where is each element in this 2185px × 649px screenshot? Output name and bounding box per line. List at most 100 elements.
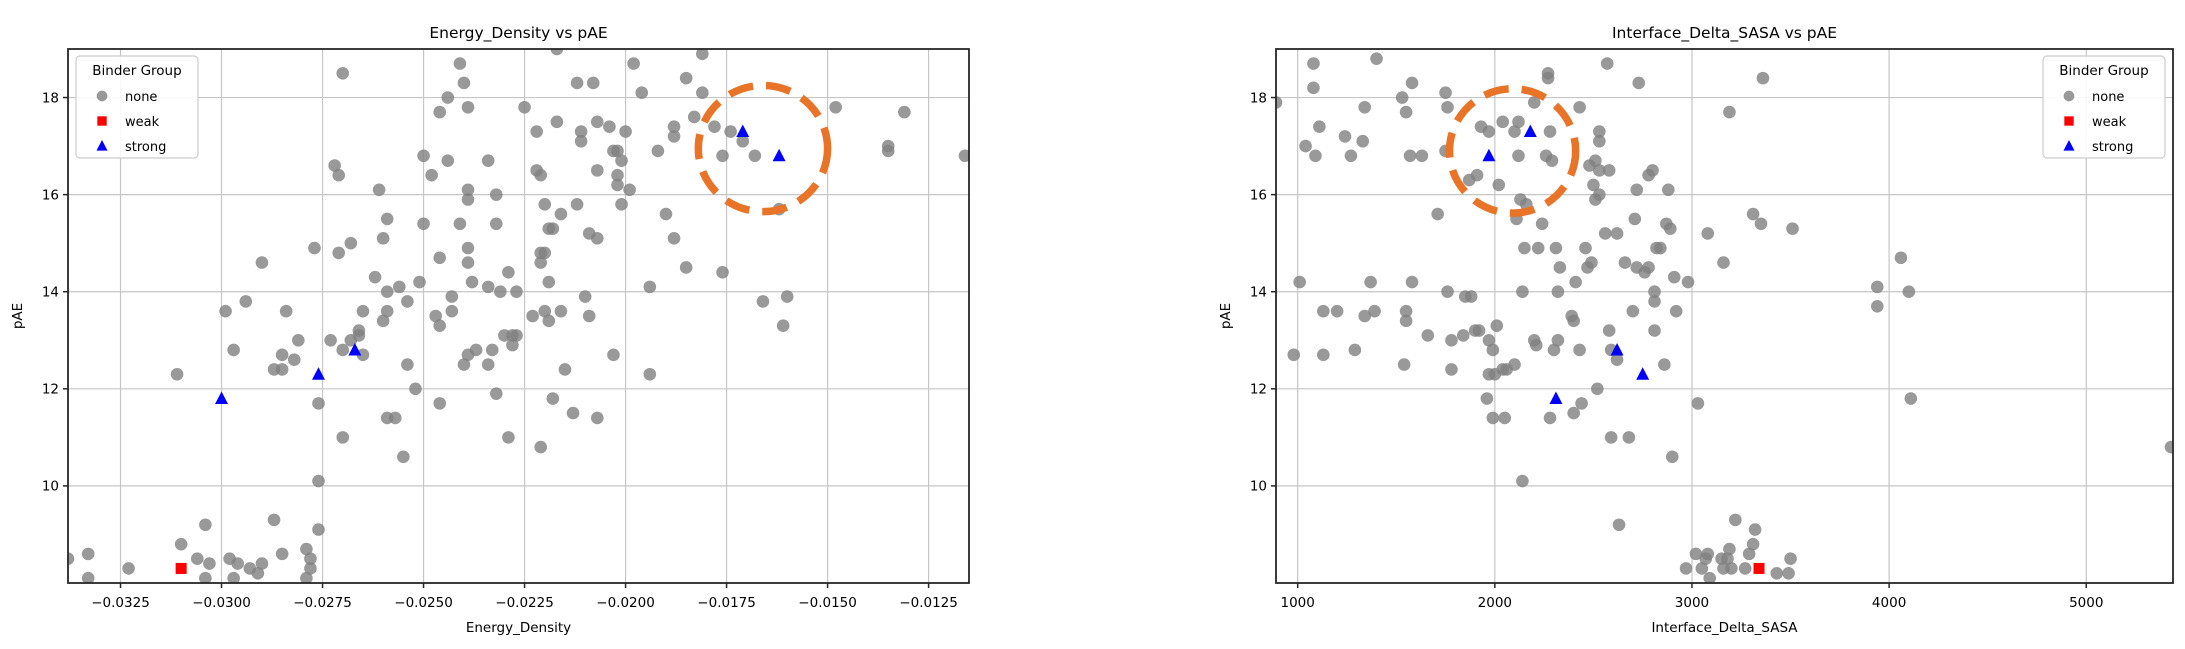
data-point-none	[659, 207, 673, 221]
scatter-points	[1276, 52, 2173, 583]
data-point-none	[1441, 285, 1454, 299]
data-point-none	[1632, 76, 1646, 90]
axes-frame	[1275, 48, 2174, 584]
data-point-none	[1579, 241, 1592, 255]
data-point-none	[388, 411, 402, 425]
data-point-none	[679, 71, 693, 85]
x-axis-label: Interface_Delta_SASA	[1651, 620, 1798, 636]
data-point-none	[1742, 547, 1756, 561]
data-point-none	[623, 183, 636, 197]
legend-label: strong	[2092, 140, 2133, 155]
data-point-none	[1431, 207, 1444, 221]
data-point-none	[1717, 256, 1730, 269]
data-point-none	[1646, 164, 1659, 177]
data-point-none	[1665, 450, 1679, 464]
data-point-none	[881, 144, 895, 158]
data-point-none	[1441, 100, 1454, 114]
x-tick-label: −0.0275	[293, 595, 352, 611]
data-point-none	[1587, 178, 1600, 192]
data-point-none	[554, 207, 568, 221]
data-point-none	[1368, 304, 1381, 318]
data-point-none	[538, 198, 552, 211]
data-point-none	[619, 125, 632, 138]
data-point-none	[1531, 241, 1545, 255]
data-point-none	[251, 566, 265, 580]
data-point-none	[1421, 329, 1435, 342]
x-tick-label: −0.0325	[91, 595, 150, 611]
data-point-none	[1662, 183, 1675, 197]
panel-right: 1000 2000 3000 4000 5000 10 12 14 16 18 Interface_…	[1218, 24, 2174, 636]
data-point-none	[336, 343, 350, 357]
data-point-none	[1529, 338, 1543, 352]
data-point-none	[433, 319, 447, 333]
data-point-none	[582, 309, 596, 323]
y-tick-label: 16	[42, 187, 59, 203]
data-point-none	[1516, 285, 1529, 299]
data-point-none	[1870, 280, 1884, 294]
data-point-none	[1518, 241, 1531, 255]
series-weak	[1753, 562, 1765, 574]
data-point-none	[1496, 115, 1510, 129]
series-weak	[175, 562, 187, 574]
data-point-none	[1600, 57, 1614, 70]
data-point-none	[304, 562, 317, 575]
data-point-none	[344, 236, 358, 250]
data-point-none	[461, 183, 475, 197]
data-point-strong	[1523, 124, 1537, 138]
legend-marker-weak-icon	[97, 116, 107, 126]
data-point-none	[1516, 474, 1529, 488]
legend: Binder Group none weak strong	[75, 55, 199, 159]
data-point-none	[203, 557, 216, 570]
data-point-none	[607, 348, 620, 362]
data-point-none	[429, 309, 442, 323]
data-point-none	[433, 251, 447, 265]
data-point-none	[1405, 275, 1419, 289]
data-point-none	[372, 183, 386, 197]
x-tick-label: −0.0225	[495, 595, 554, 611]
legend-label: none	[2092, 90, 2124, 105]
data-point-none	[570, 76, 584, 90]
data-point-none	[469, 343, 483, 357]
data-point-none	[1604, 431, 1618, 444]
data-point-none	[510, 329, 523, 342]
annotation-circle-highlight	[1445, 85, 1580, 217]
data-point-none	[81, 547, 95, 561]
data-point-none	[780, 290, 794, 303]
data-point-none	[380, 285, 394, 299]
data-point-none	[1543, 125, 1557, 138]
data-point-none	[667, 232, 681, 245]
data-point-none	[558, 363, 572, 376]
data-point-none	[1330, 304, 1344, 318]
data-point-strong	[1549, 391, 1563, 405]
data-point-none	[1508, 358, 1521, 371]
y-axis-label: pAE	[10, 303, 26, 329]
data-point-none	[380, 212, 394, 226]
data-point-none	[1782, 566, 1795, 580]
plot-background	[68, 49, 969, 583]
data-point-none	[227, 343, 240, 357]
data-point-none	[554, 304, 568, 318]
data-point-none	[457, 358, 471, 371]
data-point-none	[1551, 285, 1565, 299]
data-point-none	[1370, 52, 1383, 66]
data-point-none	[1679, 562, 1693, 575]
data-point-none	[1486, 343, 1500, 357]
legend-marker-weak-icon	[2064, 116, 2074, 126]
y-tick-label: 16	[1250, 187, 1267, 203]
data-point-none	[776, 319, 790, 333]
data-point-none	[1508, 125, 1521, 138]
data-point-none	[1591, 382, 1604, 396]
data-point-none	[611, 168, 624, 182]
data-point-none	[336, 431, 350, 444]
data-point-none	[1293, 275, 1306, 289]
data-point-none	[417, 149, 430, 163]
data-point-none	[1786, 222, 1799, 235]
data-point-none	[1403, 149, 1417, 163]
data-point-none	[279, 304, 293, 318]
data-point-none	[401, 358, 414, 371]
data-point-none	[574, 134, 588, 148]
data-point-none	[481, 358, 495, 371]
data-point-none	[292, 333, 305, 347]
data-point-none	[1287, 348, 1301, 362]
